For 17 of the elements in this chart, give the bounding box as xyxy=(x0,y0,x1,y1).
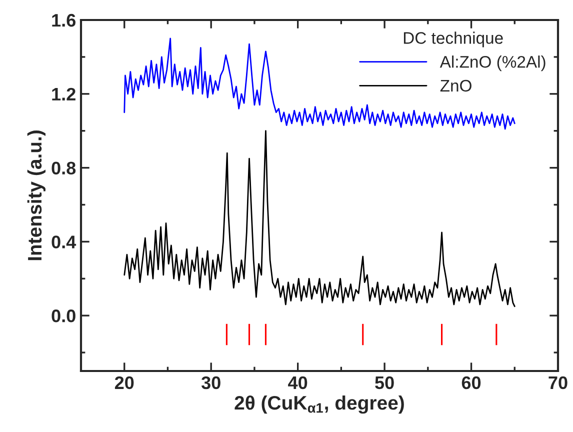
line-series xyxy=(124,130,516,308)
legend-label: Al:ZnO (%2Al) xyxy=(440,56,546,72)
x-axis-title: 2θ (CuK$_{α1}$, degree) xyxy=(234,395,404,414)
x-tick-label: 60 xyxy=(462,376,481,390)
y-tick-label: 1.2 xyxy=(52,88,76,100)
x-tick-label: 20 xyxy=(114,376,134,390)
y-axis-title: Intensity (a.u.) xyxy=(27,130,46,260)
x-tick-label: 70 xyxy=(548,376,568,390)
y-tick-label: 1.6 xyxy=(52,14,76,27)
y-tick-label: 0.4 xyxy=(52,236,76,248)
x-tick-label: 40 xyxy=(288,376,308,390)
x-tick-label: 50 xyxy=(375,376,394,390)
x-tick-label: 30 xyxy=(201,376,220,390)
legend-label: ZnO xyxy=(440,80,472,92)
y-tick-label: 0.0 xyxy=(52,310,76,322)
legend-title: DC technique xyxy=(404,32,503,48)
y-tick-label: 0.8 xyxy=(52,162,76,175)
